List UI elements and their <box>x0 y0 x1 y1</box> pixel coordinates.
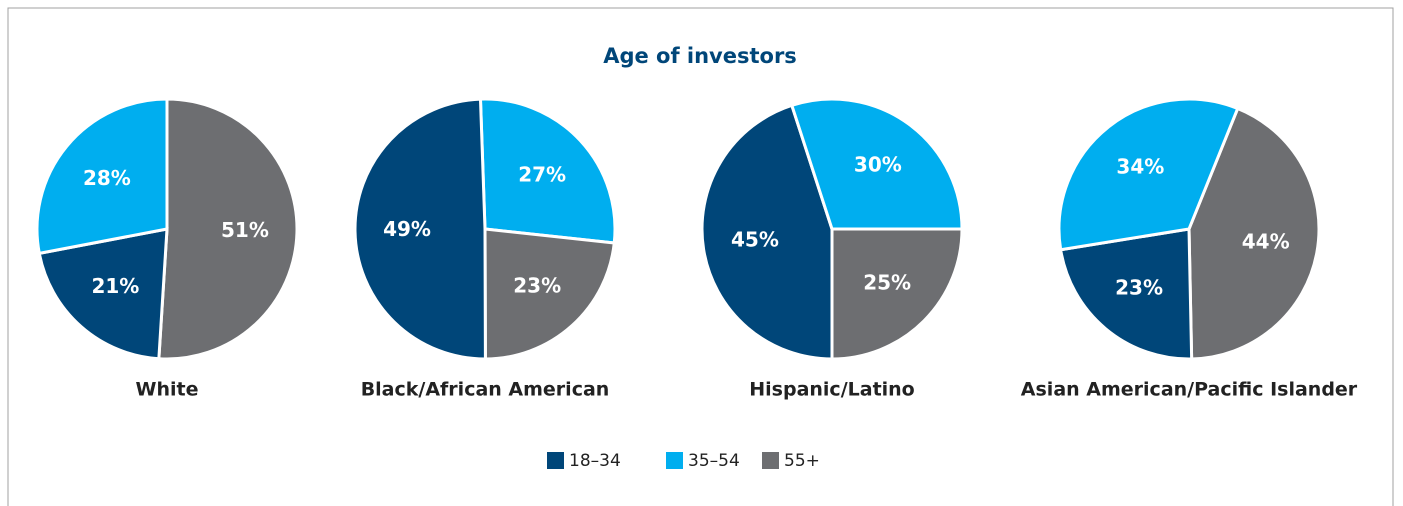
pie-slice <box>35 97 169 256</box>
slice-label: 45% <box>731 228 779 252</box>
pie-slice <box>478 97 617 245</box>
pie-slice <box>1057 97 1240 252</box>
pie-slice <box>353 97 487 361</box>
slice-label: 34% <box>1116 155 1164 179</box>
slice-label: 27% <box>518 162 566 186</box>
pie-slice <box>830 227 964 361</box>
pie-name: Black/African American <box>361 379 610 401</box>
slice-label: 30% <box>854 152 902 176</box>
pie-slice <box>1187 106 1321 361</box>
legend-label: 35–54 <box>688 451 740 471</box>
legend-label: 18–34 <box>569 451 621 471</box>
slice-label: 23% <box>513 273 561 297</box>
pie-name: White <box>136 379 199 401</box>
slice-label: 23% <box>1115 275 1163 299</box>
pie-slice <box>483 227 616 361</box>
frame <box>7 7 1394 506</box>
legend-swatch <box>762 452 779 469</box>
pie-slice <box>157 97 299 361</box>
pie-slice <box>1058 227 1194 361</box>
legend-label: 55+ <box>784 451 820 471</box>
pie-slice <box>700 103 834 361</box>
legend-swatch <box>666 452 683 469</box>
pie-name: Hispanic/Latino <box>749 379 915 401</box>
pie-name: Asian American/Pacific Islander <box>1021 379 1358 401</box>
slice-label: 49% <box>383 217 431 241</box>
pie-slice <box>789 97 964 231</box>
pie-slice <box>37 227 169 361</box>
slice-label: 51% <box>221 218 269 242</box>
slice-label: 21% <box>91 274 139 298</box>
slice-label: 44% <box>1242 230 1290 254</box>
legend-swatch <box>547 452 564 469</box>
slice-label: 28% <box>83 166 131 190</box>
chart-title: Age of investors <box>603 44 797 68</box>
slice-label: 25% <box>863 271 911 295</box>
